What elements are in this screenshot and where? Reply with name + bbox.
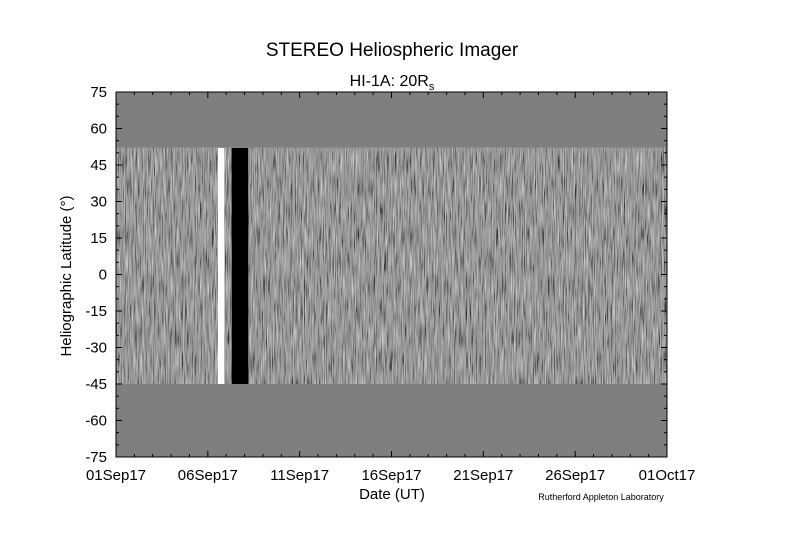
x-tick-label: 26Sep17 <box>545 467 605 484</box>
y-tick-label: 15 <box>90 230 107 247</box>
chart-subtitle-subscript: s <box>429 81 435 93</box>
y-tick-label: -15 <box>85 303 107 320</box>
data-band <box>116 147 667 384</box>
x-axis-label: Date (UT) <box>359 486 425 503</box>
x-ticks: 01Sep17 06Sep17 11Sep17 16Sep17 21Sep17 26Sep… <box>86 92 695 484</box>
chart-subtitle-main: HI-1A: 20R <box>350 73 429 90</box>
x-tick-label: 16Sep17 <box>361 467 421 484</box>
y-tick-label: 30 <box>90 194 107 211</box>
data-gap-1 <box>231 147 249 384</box>
data-gaps <box>217 147 249 384</box>
x-tick-label: 21Sep17 <box>453 467 513 484</box>
y-tick-label: 75 <box>90 84 107 101</box>
x-tick-label: 06Sep17 <box>178 467 238 484</box>
y-tick-label: -45 <box>85 376 107 393</box>
y-tick-label: -30 <box>85 340 107 357</box>
chart-title: STEREO Heliospheric Imager <box>266 40 519 61</box>
y-tick-label: 0 <box>99 267 107 284</box>
plot-area: 01Sep17 06Sep17 11Sep17 16Sep17 21Sep17 26Sep… <box>85 84 695 484</box>
credit-label: Rutherford Appleton Laboratory <box>538 492 664 502</box>
y-tick-label: -60 <box>85 413 107 430</box>
x-tick-label: 01Sep17 <box>86 467 146 484</box>
x-tick-label: 11Sep17 <box>270 467 329 484</box>
data-gap-0 <box>217 147 225 384</box>
chart-subtitle: HI-1A: 20Rs <box>350 73 435 93</box>
y-tick-label: 45 <box>90 157 107 174</box>
x-tick-label: 01Oct17 <box>639 467 696 484</box>
y-ticks: 75 60 45 30 15 0 -15 -30 -45 -60 -75 <box>85 84 667 466</box>
y-tick-label: -75 <box>85 449 107 466</box>
y-axis-label: Heliographic Latitude (°) <box>58 195 75 356</box>
data-band-texture <box>116 147 667 384</box>
y-tick-label: 60 <box>90 121 107 138</box>
